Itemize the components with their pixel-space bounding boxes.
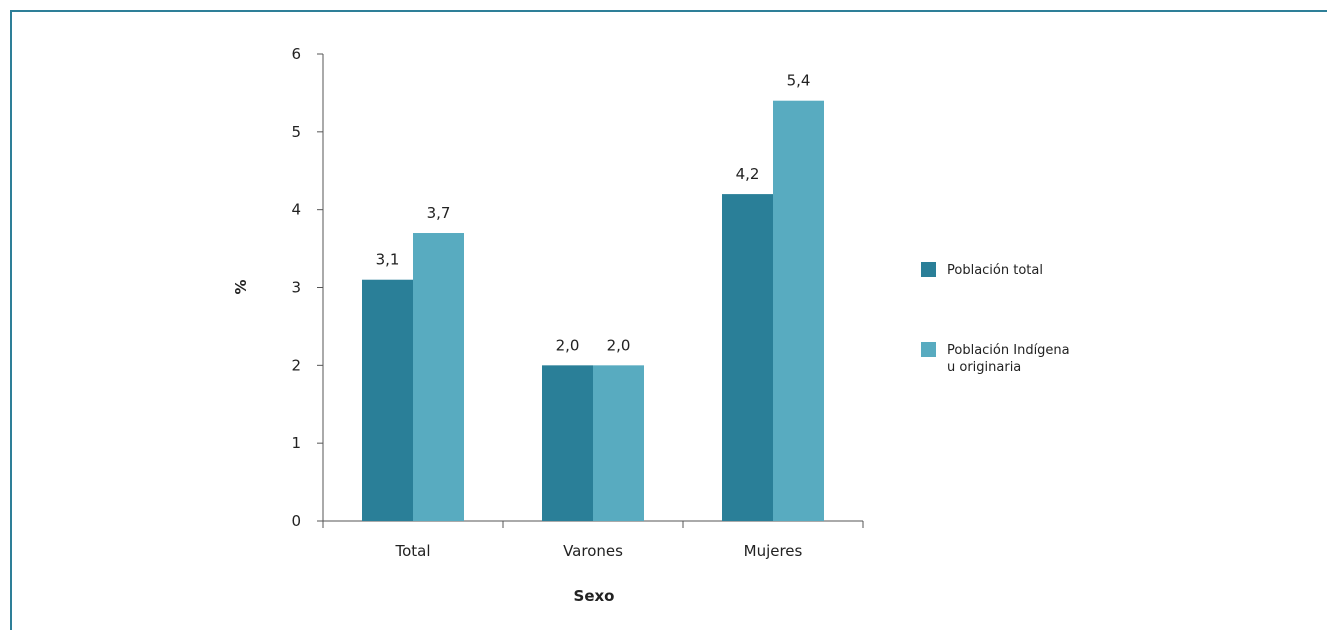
y-axis: 0 1 2 3 4 5 6 (291, 45, 324, 530)
bars (362, 100, 824, 521)
bar-total-series-1 (362, 279, 413, 521)
x-category-label: Total (394, 542, 430, 560)
x-category-label: Mujeres (744, 542, 803, 560)
data-label: 3,1 (376, 251, 400, 269)
legend-label: Población Indígena u originaria (947, 343, 1070, 375)
data-labels: 3,1 3,7 2,0 2,0 4,2 5,4 (376, 72, 811, 355)
legend-swatch (921, 262, 936, 277)
data-label: 2,0 (556, 336, 580, 354)
y-tick-label: 3 (291, 279, 301, 297)
x-axis: Total Varones Mujeres (322, 520, 864, 560)
x-category-label: Varones (563, 542, 623, 560)
chart-frame (10, 10, 1327, 630)
bar-total-series-2 (413, 233, 464, 521)
y-tick-label: 4 (291, 201, 301, 219)
bar-varones-series-1 (542, 365, 593, 521)
x-axis-title: Sexo (574, 587, 615, 605)
y-tick-label: 6 (291, 45, 301, 63)
y-tick-label: 0 (291, 512, 301, 530)
bar-mujeres-series-1 (722, 194, 773, 521)
legend: Población total Población Indígena u origi… (921, 262, 1070, 375)
legend-swatch (921, 342, 936, 357)
data-label: 4,2 (736, 165, 760, 183)
bar-varones-series-2 (593, 365, 644, 521)
y-tick-label: 5 (291, 123, 301, 141)
data-label: 3,7 (427, 204, 451, 222)
data-label: 5,4 (787, 72, 811, 90)
y-tick-label: 2 (291, 356, 301, 374)
y-tick-label: 1 (291, 434, 301, 452)
legend-label: Población total (947, 263, 1043, 278)
bar-mujeres-series-2 (773, 100, 824, 521)
y-axis-title: % (232, 279, 250, 294)
data-label: 2,0 (607, 336, 631, 354)
